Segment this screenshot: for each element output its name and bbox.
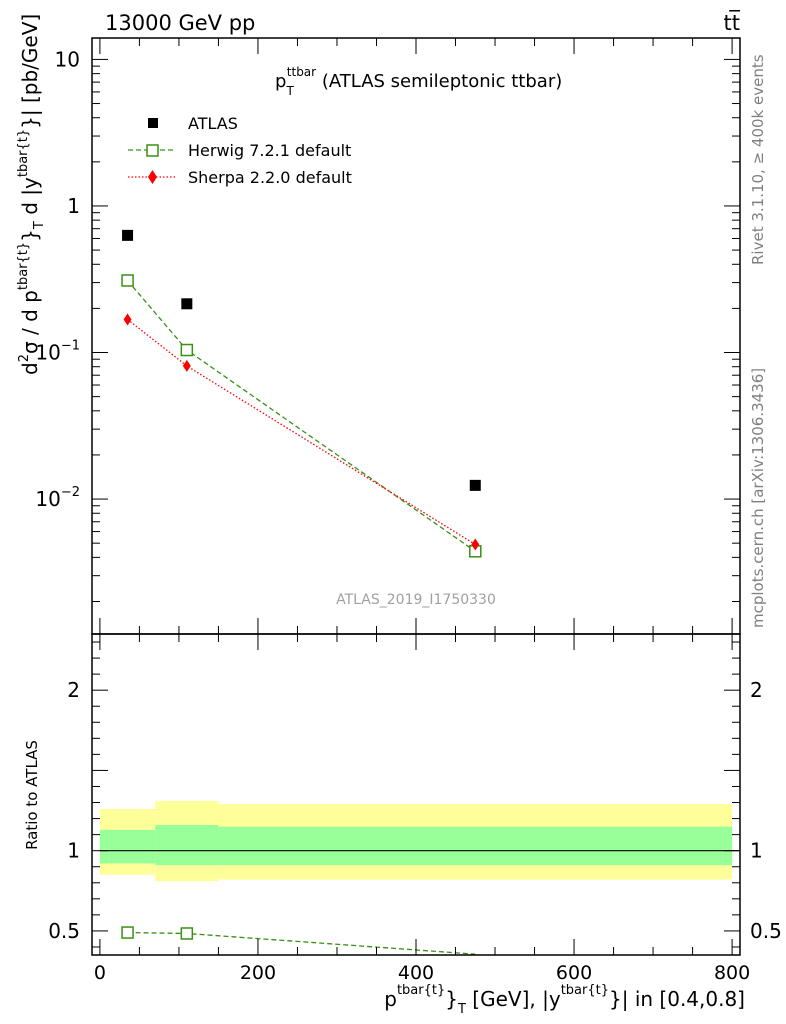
x-tick-label-0: 0 bbox=[94, 962, 106, 984]
ratio-band-inner bbox=[218, 826, 733, 866]
legend-herwig-label: Herwig 7.2.1 default bbox=[188, 141, 351, 160]
x-tick-label-600: 600 bbox=[556, 962, 592, 984]
y-tick-label-ratio-right-2: 2 bbox=[750, 678, 763, 702]
y-tick-label-main-3: 10−2 bbox=[35, 485, 80, 511]
legend: ATLAS Herwig 7.2.1 default Sherpa 2.2.0 … bbox=[128, 114, 352, 187]
y-tick-label-ratio-right-0: 0.5 bbox=[750, 919, 782, 943]
series-line-2 bbox=[127, 318, 476, 546]
series-line-1 bbox=[127, 280, 476, 552]
ratio-point-0-1 bbox=[180, 927, 194, 940]
main-y-axis-label: d2σ / d ptbar{t}}T d |ytbar{t}}| [pb/GeV… bbox=[16, 14, 47, 375]
data-point-2-2 bbox=[471, 538, 480, 551]
x-axis-label: ptbar{t}}T [GeV], |ytbar{t}}| in [0.4,0.… bbox=[384, 983, 745, 1017]
ratio-series-line-0 bbox=[127, 931, 476, 955]
ratio-band-inner bbox=[99, 829, 156, 864]
legend-herwig-marker bbox=[146, 144, 159, 157]
y-tick-label-main-1: 1 bbox=[67, 194, 80, 218]
mcplots-label: mcplots.cern.ch [arXiv:1306.3436] bbox=[749, 368, 767, 628]
data-point-0-2 bbox=[469, 479, 481, 491]
x-tick-label-400: 400 bbox=[398, 962, 434, 984]
x-tick-label-800: 800 bbox=[714, 962, 750, 984]
ratio-point-0-0 bbox=[121, 926, 134, 939]
legend-sherpa-marker bbox=[148, 170, 157, 184]
y-tick-label-ratio-left-1: 1 bbox=[67, 839, 80, 863]
data-point-2-1 bbox=[182, 359, 191, 372]
ratio-plot-frame bbox=[91, 633, 741, 956]
y-tick-label-ratio-left-0: 0.5 bbox=[48, 919, 80, 943]
ratio-y-axis-label: Ratio to ATLAS bbox=[23, 740, 41, 850]
y-tick-label-main-0: 10 bbox=[55, 47, 80, 71]
data-point-2-0 bbox=[123, 313, 132, 326]
data-point-1-1 bbox=[180, 343, 194, 357]
rivet-version-label: Rivet 3.1.10, ≥ 400k events bbox=[749, 54, 767, 265]
y-tick-label-ratio-right-1: 1 bbox=[750, 839, 763, 863]
legend-atlas-label: ATLAS bbox=[188, 114, 238, 133]
data-point-1-0 bbox=[121, 274, 134, 287]
header-right: tt̅ bbox=[724, 9, 741, 35]
plot-title: pTttbar (ATLAS semileptonic ttbar) bbox=[275, 65, 562, 98]
ratio-band-inner bbox=[155, 824, 219, 866]
data-point-0-1 bbox=[181, 298, 193, 310]
analysis-watermark: ATLAS_2019_I1750330 bbox=[336, 592, 496, 608]
legend-sherpa-label: Sherpa 2.2.0 default bbox=[188, 168, 352, 187]
header-left: 13000 GeV pp bbox=[105, 11, 255, 35]
y-tick-label-main-2: 10−1 bbox=[35, 339, 80, 365]
data-point-0-0 bbox=[122, 229, 134, 241]
x-tick-label-200: 200 bbox=[240, 962, 276, 984]
y-tick-label-ratio-left-2: 2 bbox=[67, 678, 80, 702]
legend-atlas-marker bbox=[148, 118, 158, 128]
